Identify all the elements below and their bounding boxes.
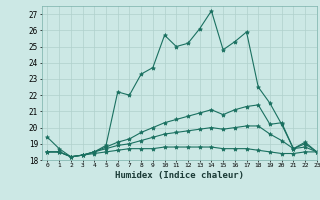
X-axis label: Humidex (Indice chaleur): Humidex (Indice chaleur): [115, 171, 244, 180]
